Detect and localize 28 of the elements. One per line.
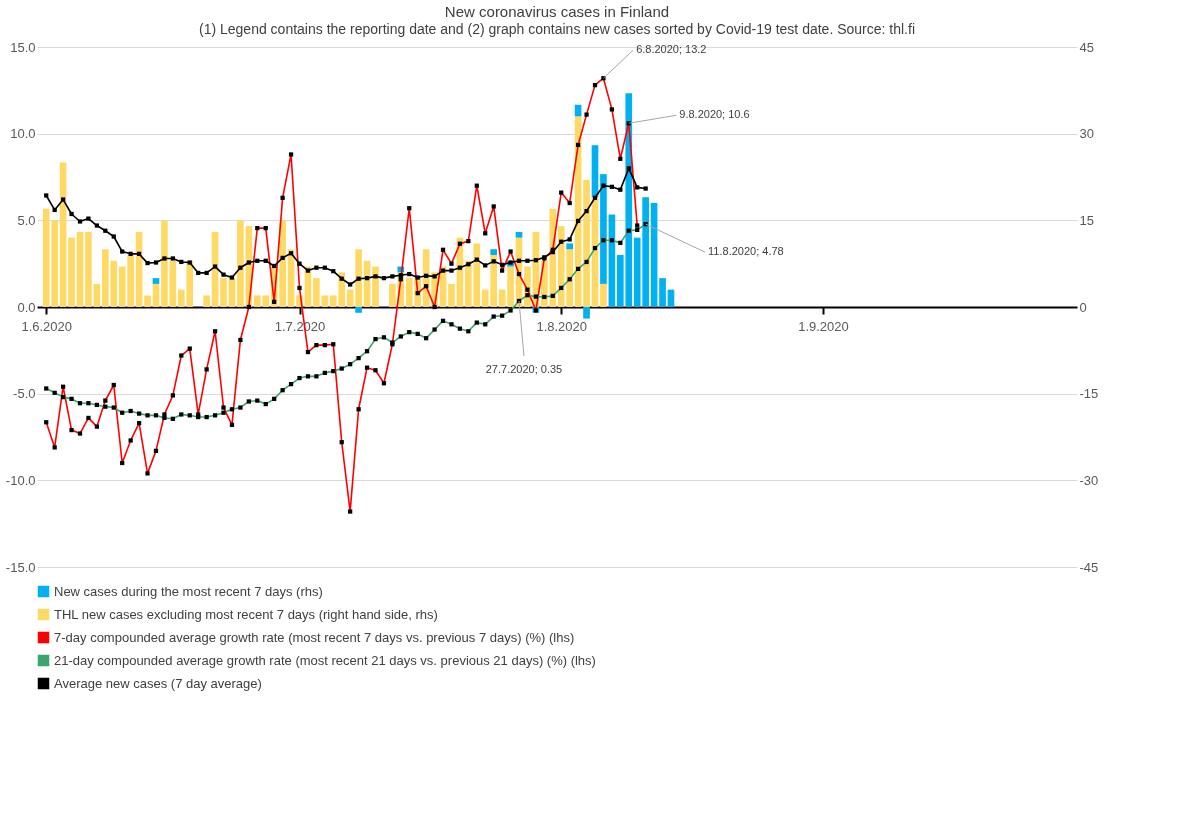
legend-label: Average new cases (7 day average) [54, 675, 262, 691]
chart-title: New coronavirus cases in Finland [444, 3, 670, 20]
y2-tick-label: 30 [1079, 126, 1094, 142]
legend-label: 7-day compounded average growth rate (most recent 7 days vs. previous 7 days) (%) (lhs) [54, 629, 575, 645]
annotation: 9.8.2020; 10.6 [679, 108, 750, 121]
chart-subtitle: (1) Legend contains the reporting date and (2) graph contains new cases sorted by Covid-19 test date. Source: thl.fi [199, 21, 915, 37]
y2-tick-label: -45 [1079, 559, 1099, 575]
y2-tick-label: 45 [1079, 39, 1094, 55]
x-tick-label: 1.9.2020 [798, 318, 849, 334]
legend-label: 21-day compounded average growth rate (most recent 21 days vs. previous 21 days) (%) (lhs) [54, 652, 596, 668]
y2-tick-label: 0 [1079, 299, 1087, 315]
annotation: 27.7.2020; 0.35 [485, 362, 563, 375]
annotation: 11.8.2020; 4.78 [708, 245, 784, 258]
x-tick-label: 1.8.2020 [536, 318, 588, 334]
y-tick-label: 15.0 [10, 39, 36, 55]
legend-label: New cases during the most recent 7 days (rhs) [54, 583, 323, 599]
y2-tick-label: -15 [1079, 386, 1099, 402]
y-tick-label: 0.0 [17, 299, 36, 315]
y-tick-label: -15.0 [5, 559, 36, 575]
y2-tick-label: -30 [1079, 472, 1099, 488]
x-tick-label: 1.6.2020 [21, 318, 73, 334]
y2-tick-label: 15 [1079, 212, 1094, 228]
legend-label: THL new cases excluding most recent 7 days (right hand side, rhs) [54, 606, 438, 622]
y-tick-label: 10.0 [10, 126, 36, 142]
y-tick-label: -10.0 [5, 472, 36, 488]
y-tick-label: -5.0 [13, 386, 36, 402]
y-tick-label: 5.0 [17, 212, 36, 228]
annotation: 6.8.2020; 13.2 [636, 43, 707, 56]
